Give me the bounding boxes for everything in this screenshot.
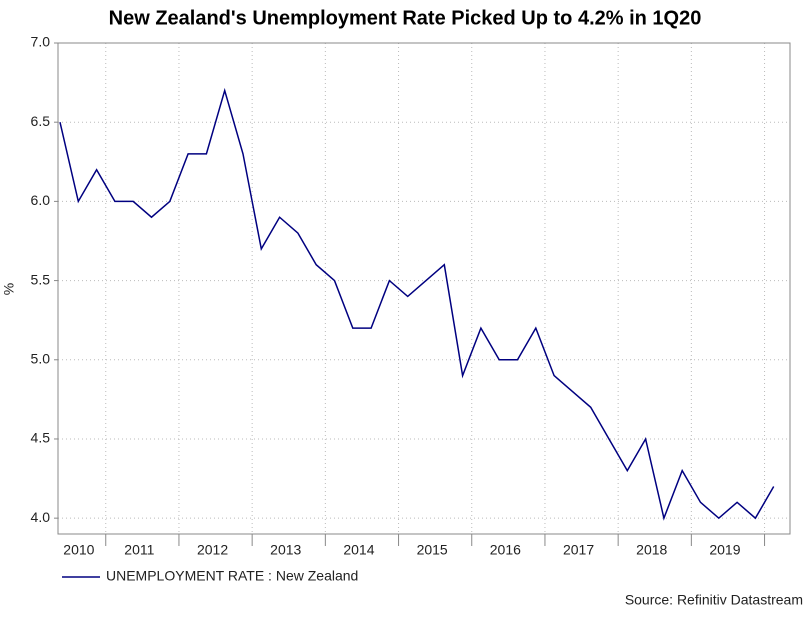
y-tick-label: 4.0	[31, 509, 51, 525]
plot-frame	[57, 42, 791, 535]
chart-title: New Zealand's Unemployment Rate Picked U…	[109, 7, 702, 29]
y-tick-label: 6.5	[31, 113, 51, 129]
x-tick-label: 2018	[636, 542, 667, 558]
y-axis-label: %	[1, 283, 17, 295]
y-tick-label: 7.0	[31, 34, 51, 50]
source-note: Source: Refinitiv Datastream	[625, 592, 803, 608]
x-tick-label: 2013	[270, 542, 301, 558]
x-tick-label: 2012	[197, 542, 228, 558]
y-tick-label: 5.0	[31, 350, 51, 366]
y-tick-label: 4.5	[31, 430, 51, 446]
y-tick-label: 6.0	[31, 192, 51, 208]
legend-label: UNEMPLOYMENT RATE : New Zealand	[106, 568, 358, 584]
x-tick-label: 2017	[563, 542, 594, 558]
x-tick-label: 2011	[124, 542, 154, 558]
x-tick-label: 2016	[490, 542, 521, 558]
x-tick-label: 2019	[709, 542, 740, 558]
x-tick-label: 2014	[343, 542, 374, 558]
x-tick-label: 2015	[417, 542, 448, 558]
y-tick-label: 5.5	[31, 271, 51, 287]
x-tick-label: 2010	[63, 542, 94, 558]
data-line	[59, 87, 775, 521]
